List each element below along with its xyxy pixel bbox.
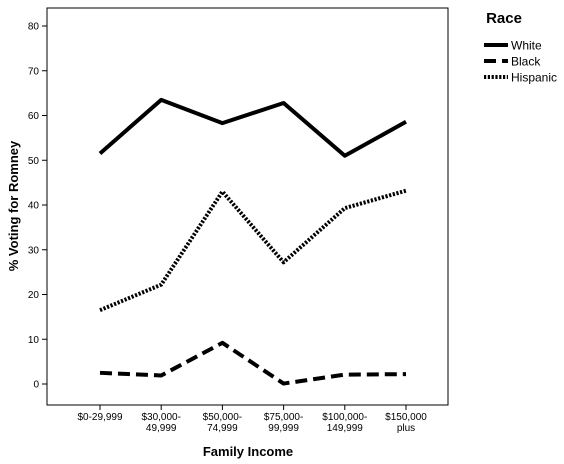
legend-title: Race: [486, 10, 522, 27]
y-axis-title: % Voting for Romney: [6, 140, 21, 271]
y-tick-label: 70: [28, 66, 40, 77]
plot-area: [46, 7, 449, 406]
legend-label-white: White: [511, 39, 542, 53]
x-tick-label: $30,000-: [141, 412, 180, 423]
x-tick-label: 99,999: [268, 423, 299, 434]
x-tick-label: 74,999: [207, 423, 238, 434]
y-tick-label: 0: [33, 380, 39, 391]
y-tick-label: 60: [28, 111, 40, 122]
legend-label-hispanic: Hispanic: [511, 71, 557, 85]
y-tick-label: 40: [28, 201, 40, 212]
legend: White Black Hispanic: [484, 39, 557, 85]
y-tick-label: 10: [28, 335, 40, 346]
x-tick-label: $100,000-: [322, 412, 367, 423]
y-tick-label: 50: [28, 156, 40, 167]
x-tick-label: plus: [397, 423, 415, 434]
x-axis-title: Family Income: [203, 444, 293, 459]
series-line-white: [98, 97, 407, 158]
legend-label-black: Black: [511, 55, 541, 69]
series-line-hispanic: [99, 188, 407, 313]
x-tick-label: $150,000: [385, 412, 427, 423]
series-line-black: [99, 340, 407, 386]
y-tick-label: 20: [28, 290, 40, 301]
x-tick-label: $0-29,999: [77, 412, 122, 423]
series-layer: [98, 97, 407, 386]
y-tick-label: 30: [28, 245, 40, 256]
x-tick-label: $50,000-: [203, 412, 242, 423]
y-tick-label: 80: [28, 22, 40, 33]
x-tick-label: 149,999: [327, 423, 364, 434]
x-tick-label: 49,999: [146, 423, 177, 434]
x-tick-label: $75,000-: [264, 412, 303, 423]
x-axis: $0-29,999 $30,000-49,999 $50,000-74,999 $75…: [77, 405, 427, 434]
y-axis: 0 10 20 30 40 50 60 70 80: [28, 22, 47, 391]
